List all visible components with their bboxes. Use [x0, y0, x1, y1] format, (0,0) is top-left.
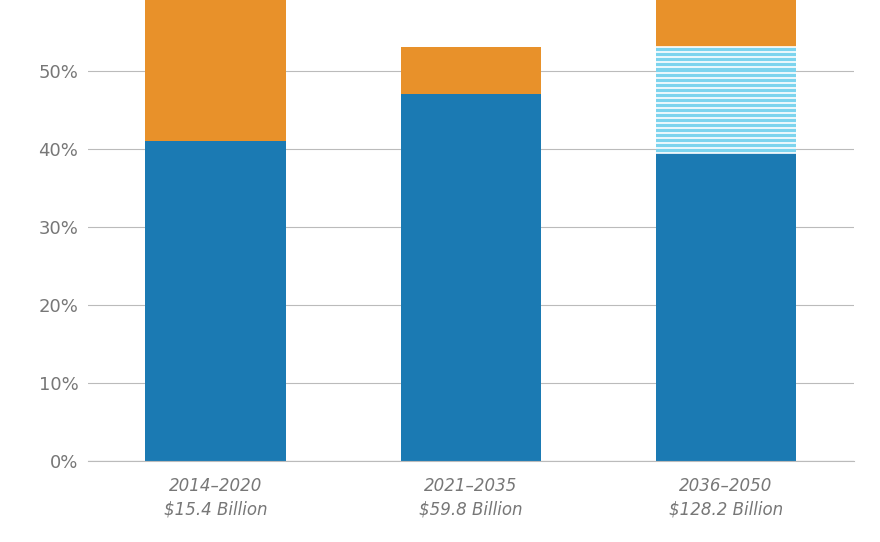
Bar — [145, 141, 286, 461]
Bar — [145, 0, 286, 141]
Bar — [400, 94, 541, 461]
Bar — [656, 0, 796, 48]
Bar — [400, 48, 541, 94]
Bar — [656, 48, 796, 153]
Bar — [656, 153, 796, 461]
